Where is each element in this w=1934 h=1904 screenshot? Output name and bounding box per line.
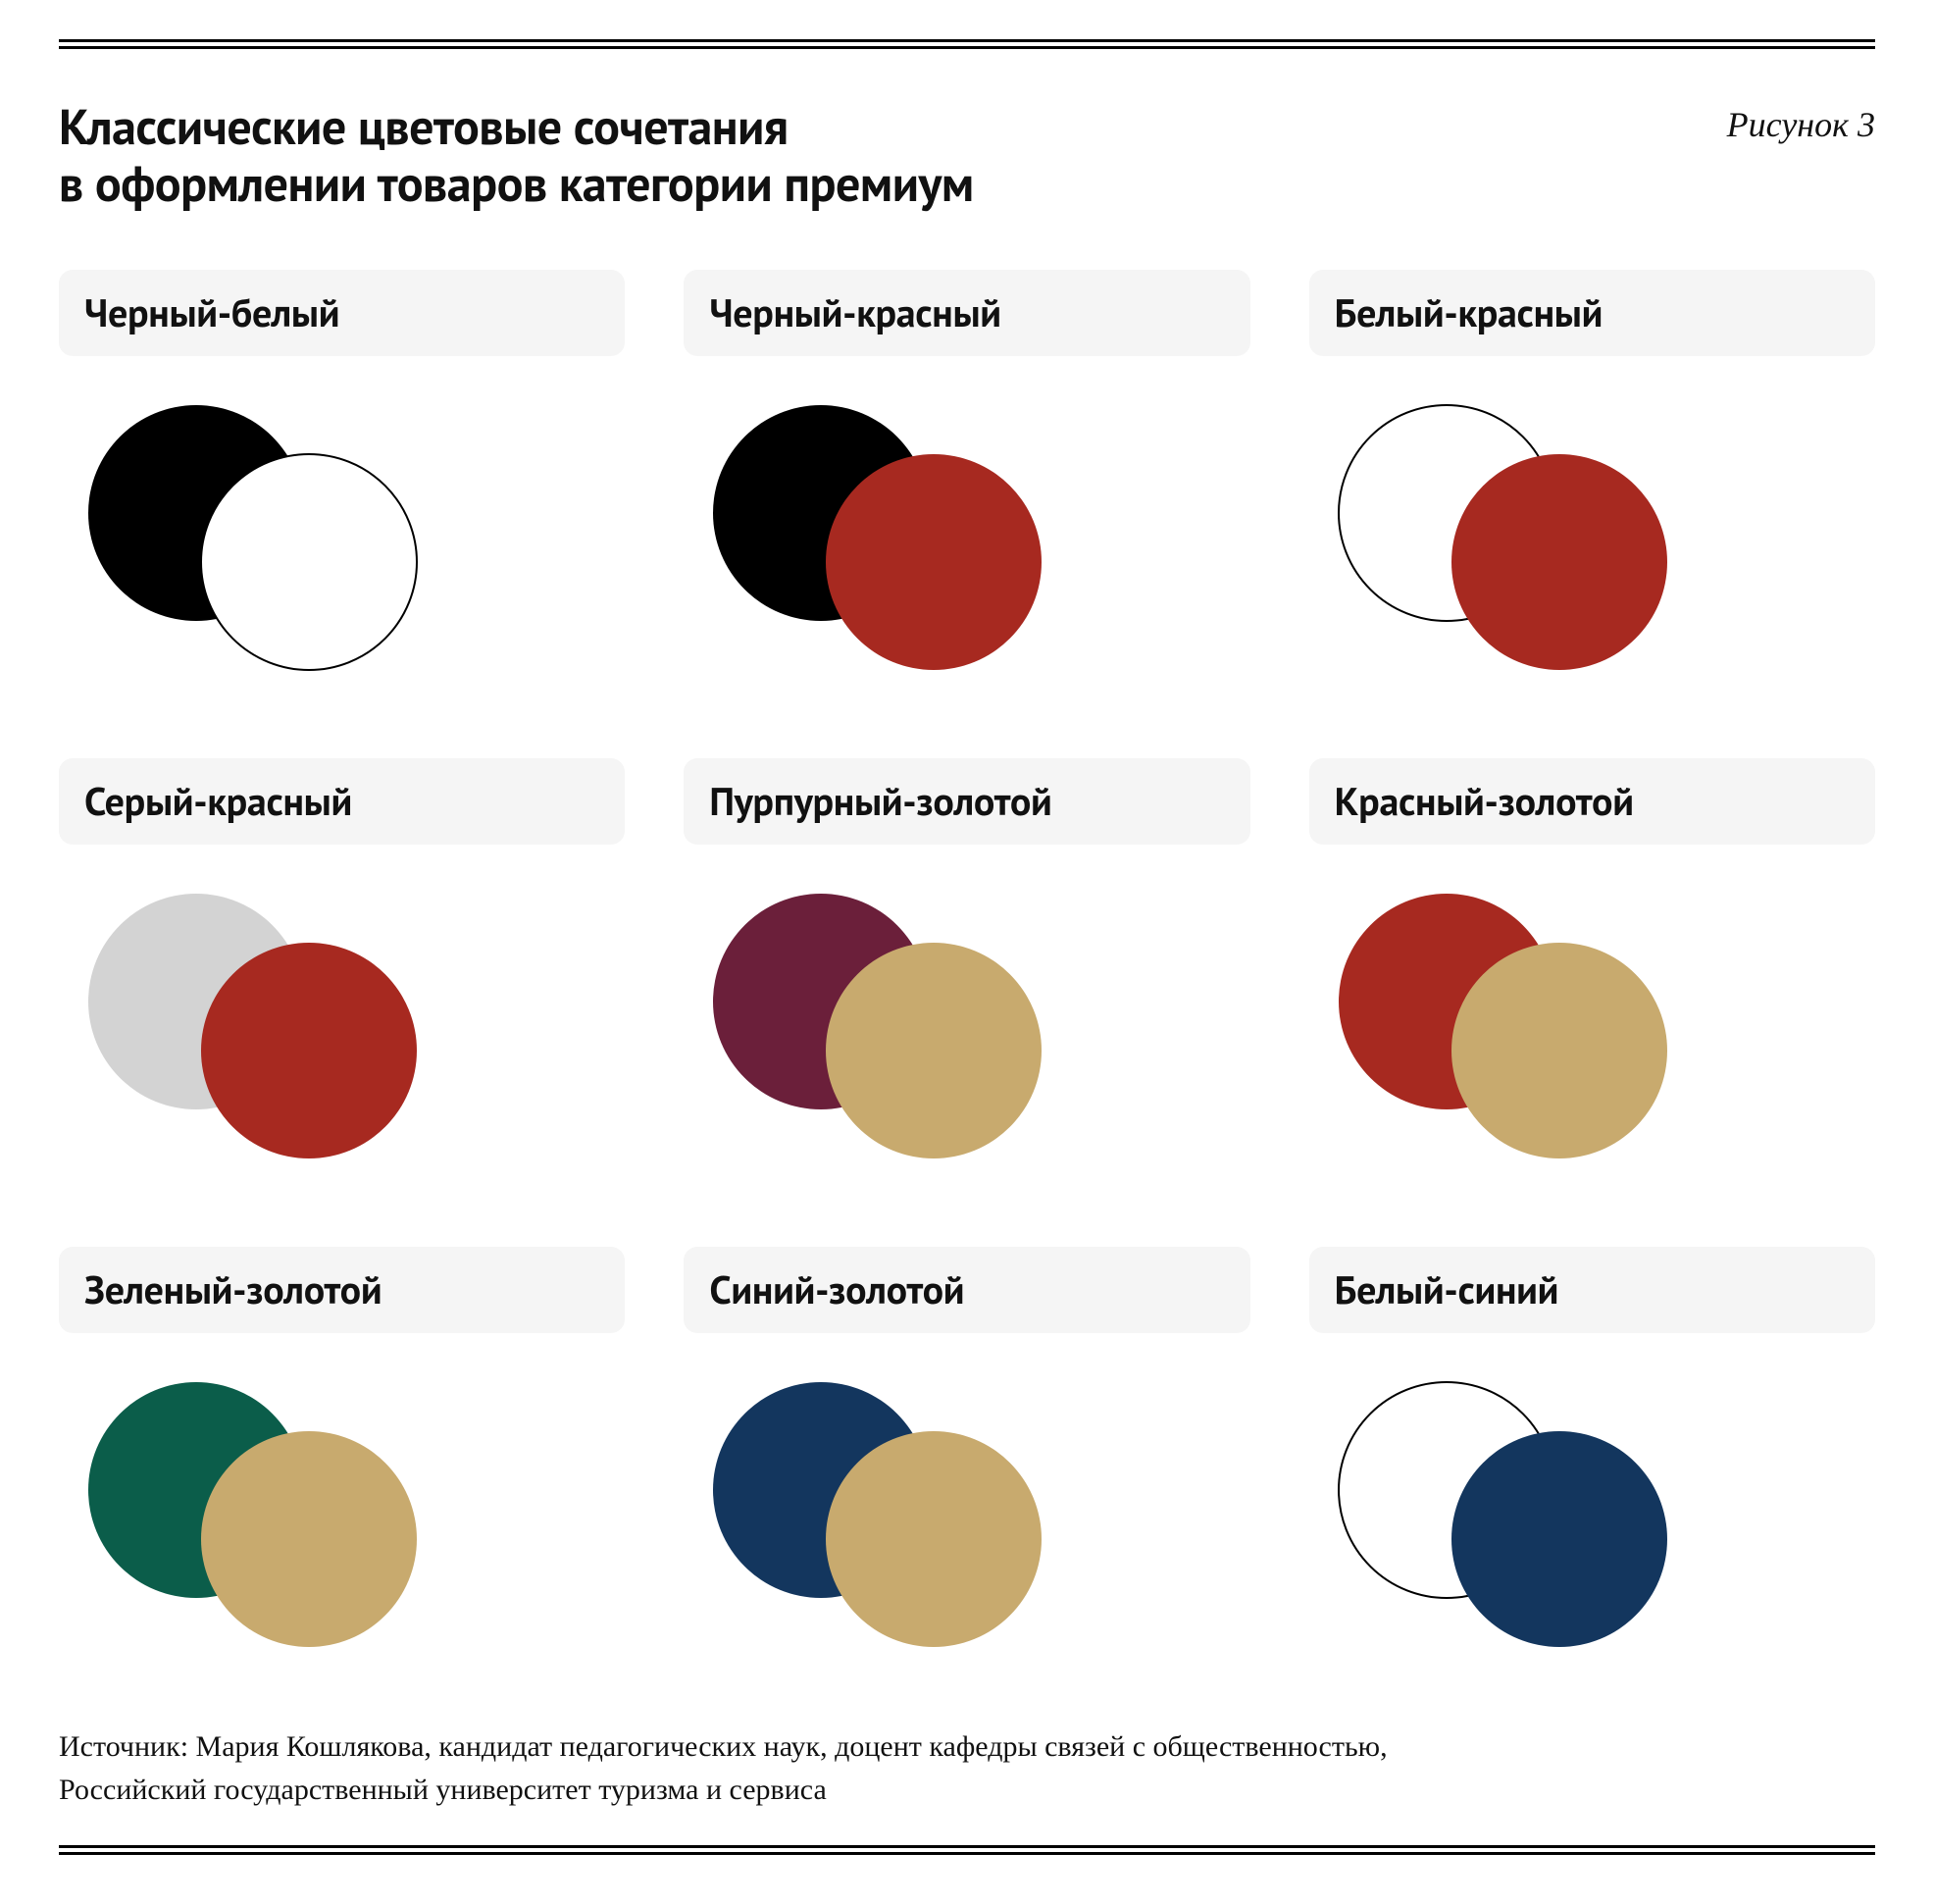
color-pair-cell: Серый-красный (59, 758, 625, 1168)
color-pair-swatch (1309, 874, 1875, 1168)
color-pair-cell: Синий-золотой (684, 1247, 1249, 1657)
source-attribution: Источник: Мария Кошлякова, кандидат педа… (59, 1725, 1432, 1811)
swatch-icon (69, 386, 461, 680)
color-pair-label: Белый-синий (1309, 1247, 1875, 1333)
color-pair-label: Белый-красный (1309, 270, 1875, 356)
swatch-circle-front (1451, 943, 1667, 1158)
color-pair-swatch (684, 386, 1249, 680)
color-pair-label: Синий-золотой (684, 1247, 1249, 1333)
header: Классические цветовые сочетанияв оформле… (59, 98, 1875, 211)
color-pair-label: Красный-золотой (1309, 758, 1875, 845)
swatch-icon (1319, 1363, 1711, 1657)
swatch-icon (1319, 386, 1711, 680)
color-pair-cell: Зеленый-золотой (59, 1247, 625, 1657)
top-rule (59, 39, 1875, 49)
color-pair-label: Черный-белый (59, 270, 625, 356)
page: Классические цветовые сочетанияв оформле… (0, 0, 1934, 1904)
color-pair-cell: Пурпурный-золотой (684, 758, 1249, 1168)
color-grid: Черный-белый Черный-красный Белый-красный С… (59, 270, 1875, 1657)
color-pair-cell: Черный-красный (684, 270, 1249, 680)
color-pair-swatch (684, 874, 1249, 1168)
color-pair-swatch (59, 386, 625, 680)
swatch-icon (1319, 874, 1711, 1168)
color-pair-label: Серый-красный (59, 758, 625, 845)
swatch-circle-front (201, 943, 417, 1158)
color-pair-swatch (59, 874, 625, 1168)
figure-number: Рисунок 3 (1727, 104, 1875, 145)
color-pair-cell: Белый-красный (1309, 270, 1875, 680)
swatch-circle-front (1451, 454, 1667, 670)
bottom-rule (59, 1845, 1875, 1855)
color-pair-swatch (59, 1363, 625, 1657)
swatch-circle-front (201, 1431, 417, 1647)
swatch-icon (693, 874, 1086, 1168)
color-pair-label: Пурпурный-золотой (684, 758, 1249, 845)
swatch-circle-front (201, 454, 417, 670)
swatch-icon (693, 1363, 1086, 1657)
page-title: Классические цветовые сочетанияв оформле… (59, 98, 974, 211)
swatch-circle-front (826, 1431, 1042, 1647)
color-pair-cell: Белый-синий (1309, 1247, 1875, 1657)
swatch-icon (69, 874, 461, 1168)
color-pair-label: Зеленый-золотой (59, 1247, 625, 1333)
swatch-circle-front (826, 454, 1042, 670)
color-pair-cell: Красный-золотой (1309, 758, 1875, 1168)
swatch-icon (69, 1363, 461, 1657)
color-pair-cell: Черный-белый (59, 270, 625, 680)
color-pair-swatch (684, 1363, 1249, 1657)
swatch-circle-front (826, 943, 1042, 1158)
color-pair-swatch (1309, 1363, 1875, 1657)
swatch-icon (693, 386, 1086, 680)
color-pair-swatch (1309, 386, 1875, 680)
color-pair-label: Черный-красный (684, 270, 1249, 356)
swatch-circle-front (1451, 1431, 1667, 1647)
